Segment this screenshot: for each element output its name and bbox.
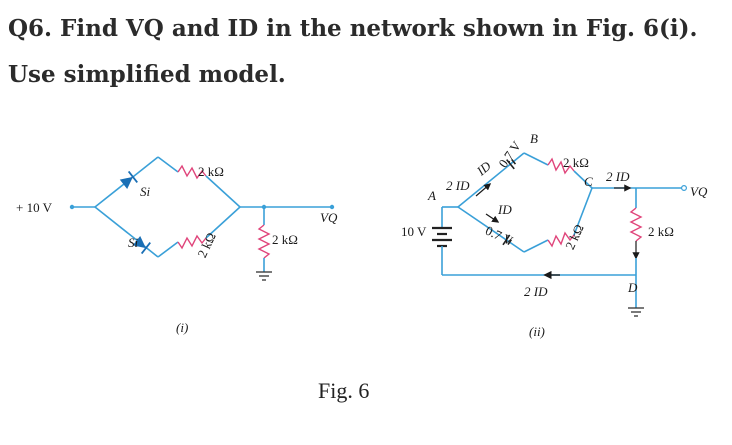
node-c-label: C [584, 174, 593, 189]
drop-bottom-icon [502, 234, 512, 246]
bottom-right-wire [157, 241, 179, 258]
diode-bottom-icon [132, 235, 151, 255]
output-ii-label: VQ [690, 184, 708, 199]
current-id-bottom-arrow [485, 213, 500, 223]
bottom-right-wire-2 [205, 206, 241, 239]
top-right-wire-2 [205, 175, 241, 208]
figure-i: + 10 V Si Si 2 kΩ 2 kΩ VQ [16, 156, 338, 335]
resistor-top-ii-icon [547, 157, 575, 175]
resistor-load-ii-icon [629, 207, 643, 242]
figure-i-sublabel: (i) [176, 320, 188, 335]
node-a-label: A [427, 188, 436, 203]
resistor-load-label: 2 kΩ [272, 232, 298, 247]
diode-top-icon [119, 170, 138, 190]
resistor-bottom-ii-label: 2 kΩ [562, 222, 587, 252]
diode-top-label: Si [140, 184, 151, 199]
current-id-top: ID [473, 158, 494, 179]
current-id-bottom: ID [497, 202, 512, 217]
battery-label: 10 V [401, 224, 427, 239]
node-b-label: B [530, 131, 538, 146]
ground-icon [256, 271, 272, 281]
battery-icon [432, 226, 452, 248]
diamond-top-right-2 [573, 170, 593, 189]
drop-top-label: 0.7 V [495, 138, 524, 171]
diamond-bottom-left [457, 206, 525, 253]
diamond-top-right [523, 152, 549, 166]
current-2id-return: 2 ID [524, 284, 548, 299]
source-terminal [69, 204, 75, 210]
current-2id-right: 2 ID [606, 169, 630, 184]
resistor-load-ii-label: 2 kΩ [648, 224, 674, 239]
resistor-bottom-label: 2 kΩ [194, 230, 219, 260]
output-label: VQ [320, 210, 338, 225]
figure-ii-sublabel: (ii) [529, 324, 545, 339]
output-terminal [329, 204, 335, 210]
diamond-bottom-right-2 [573, 187, 593, 236]
figure-ii: 2 ID 10 V A 0.7 V B ID 2 ID 2 kΩ 0.7 V I… [401, 131, 708, 339]
drop-bottom-label: 0.7 V [483, 223, 516, 249]
resistor-top-icon [177, 164, 207, 180]
resistor-load-icon [257, 224, 271, 259]
diamond-bottom-right [523, 239, 549, 253]
drop-top-icon [506, 158, 517, 170]
diode-bottom-branch [94, 206, 159, 258]
output-ii-terminal [680, 185, 687, 192]
diode-bottom-label: Si [128, 235, 139, 250]
figure-caption: Fig. 6 [318, 378, 369, 403]
resistor-bottom-icon [177, 234, 207, 250]
resistor-top-label: 2 kΩ [198, 164, 224, 179]
top-right-wire [157, 156, 179, 173]
current-2id-left: 2 ID [446, 178, 470, 193]
question-text: Q6. Find VQ and ID in the network shown … [8, 15, 698, 88]
node-d-label: D [627, 280, 638, 295]
resistor-bottom-ii-icon [547, 231, 575, 248]
resistor-top-ii-label: 2 kΩ [563, 155, 589, 170]
ground-ii-icon [628, 307, 644, 317]
source-voltage-label: + 10 V [16, 200, 53, 215]
current-id-top-arrow [475, 183, 492, 197]
